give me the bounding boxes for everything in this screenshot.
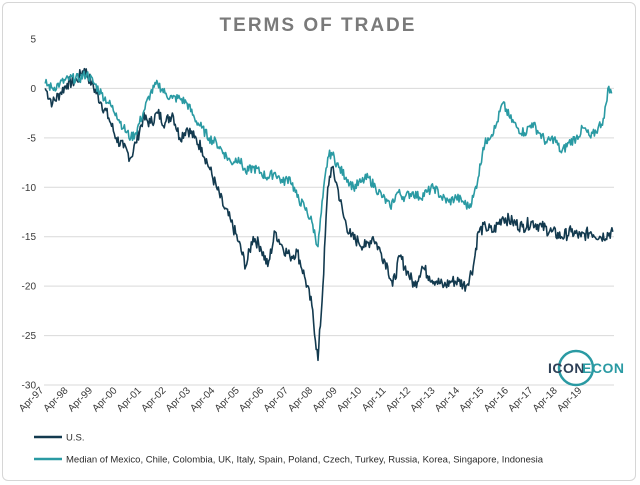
chart-title: TERMS OF TRADE xyxy=(220,15,417,36)
x-tick-label: Apr-05 xyxy=(213,385,242,414)
logo-text-left: ICON xyxy=(548,360,585,376)
x-tick-label: Apr-07 xyxy=(262,385,291,414)
x-tick-label: Apr-04 xyxy=(188,385,217,414)
series-line-us xyxy=(44,67,614,362)
legend-label: U.S. xyxy=(66,433,84,444)
x-axis: Apr-97Apr-98Apr-99Apr-00Apr-01Apr-02Apr-… xyxy=(17,385,585,414)
x-tick-label: Apr-14 xyxy=(433,385,462,414)
x-tick-label: Apr-06 xyxy=(237,385,266,414)
legend-label: Median of Mexico, Chile, Colombia, UK, I… xyxy=(66,455,544,466)
y-tick-label: 0 xyxy=(30,84,36,95)
y-tick-label: -15 xyxy=(22,232,37,243)
x-tick-label: Apr-18 xyxy=(531,385,560,414)
grid xyxy=(44,87,614,386)
y-tick-label: -20 xyxy=(22,282,37,293)
x-tick-label: Apr-08 xyxy=(286,385,315,414)
x-tick-label: Apr-13 xyxy=(409,385,438,414)
x-tick-label: Apr-99 xyxy=(66,385,95,414)
y-tick-label: 5 xyxy=(30,35,36,46)
y-axis: 5 0 -5 -10 -15 -20 -25 -30 xyxy=(22,35,37,392)
x-tick-label: Apr-03 xyxy=(164,385,193,414)
x-tick-label: Apr-11 xyxy=(360,385,389,414)
y-tick-label: -30 xyxy=(22,381,37,392)
x-tick-label: Apr-16 xyxy=(482,385,511,414)
x-tick-label: Apr-15 xyxy=(457,385,486,414)
x-tick-label: Apr-10 xyxy=(335,385,364,414)
y-tick-label: -10 xyxy=(22,183,37,194)
x-tick-label: Apr-12 xyxy=(384,385,413,414)
iconecon-logo: ICON ECON xyxy=(548,349,624,387)
y-tick-label: -5 xyxy=(27,133,36,144)
y-tick-label: -25 xyxy=(22,331,37,342)
x-tick-label: Apr-01 xyxy=(115,385,144,414)
series-layer xyxy=(44,67,614,362)
x-tick-label: Apr-09 xyxy=(311,385,340,414)
legend: U.S. Median of Mexico, Chile, Colombia, U… xyxy=(34,433,544,466)
x-tick-label: Apr-02 xyxy=(139,385,168,414)
logo-ring xyxy=(557,349,595,387)
x-tick-label: Apr-17 xyxy=(506,385,535,414)
x-tick-label: Apr-00 xyxy=(91,385,120,414)
x-tick-label: Apr-19 xyxy=(555,385,584,414)
logo-text-right: ECON xyxy=(582,360,624,376)
x-tick-label: Apr-98 xyxy=(42,385,71,414)
series-line-median xyxy=(44,70,613,248)
